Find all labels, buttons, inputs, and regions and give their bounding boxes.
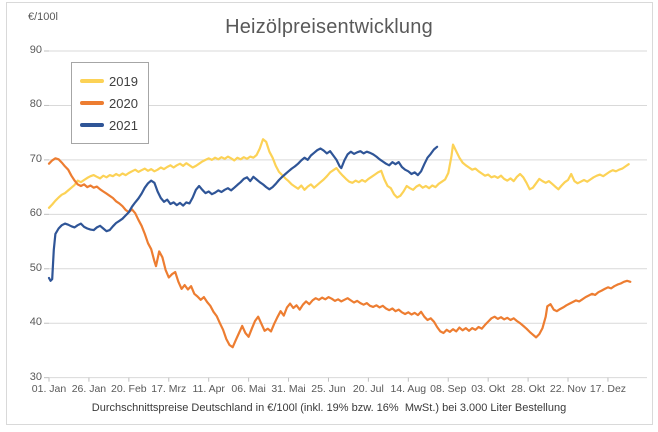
x-tick-label: 20. Feb bbox=[111, 383, 147, 395]
chart-legend: 2019 2020 2021 bbox=[71, 62, 149, 144]
y-axis-unit-label: €/100l bbox=[28, 11, 58, 23]
series-line-2021 bbox=[47, 145, 439, 282]
legend-label: 2019 bbox=[109, 73, 138, 89]
x-tick-label: 06. Mai bbox=[231, 383, 266, 395]
series-line-2019 bbox=[47, 138, 630, 209]
x-tick-label: 11. Apr bbox=[192, 383, 225, 395]
x-tick-label: 03. Okt bbox=[471, 383, 506, 395]
legend-swatch-icon bbox=[80, 101, 104, 105]
x-tick-label: 17. Dez bbox=[589, 383, 627, 395]
legend-swatch-icon bbox=[80, 123, 104, 127]
y-tick-label: 70 bbox=[29, 152, 42, 165]
chart-caption: Durchschnittspreise Deutschland in €/100… bbox=[91, 402, 567, 414]
x-tick-label: 20. Jul bbox=[352, 383, 384, 395]
x-tick-label: 31. Mai bbox=[271, 383, 306, 395]
legend-item-2021: 2021 bbox=[80, 114, 138, 136]
x-tick-label: 08. Sep bbox=[430, 383, 467, 395]
y-tick-label: 30 bbox=[29, 370, 42, 383]
y-tick-label: 60 bbox=[29, 207, 42, 220]
legend-label: 2021 bbox=[109, 117, 138, 133]
legend-label: 2020 bbox=[109, 95, 138, 111]
legend-item-2019: 2019 bbox=[80, 70, 138, 92]
legend-item-2020: 2020 bbox=[80, 92, 138, 114]
y-tick-label: 40 bbox=[29, 316, 42, 329]
x-tick-label: 25. Jun bbox=[311, 383, 346, 395]
x-tick-label: 01. Jan bbox=[31, 383, 67, 395]
x-tick-label: 28. Okt bbox=[511, 383, 546, 395]
y-tick-label: 80 bbox=[29, 98, 42, 111]
series-line-2020 bbox=[47, 157, 632, 349]
x-tick-label: 14. Aug bbox=[390, 383, 427, 395]
y-tick-label: 50 bbox=[29, 261, 42, 274]
y-tick-label: 90 bbox=[29, 44, 42, 56]
x-tick-label: 17. Mrz bbox=[151, 383, 187, 395]
x-tick-label: 26. Jan bbox=[71, 383, 107, 395]
page-title: Heizölpreisentwicklung bbox=[225, 16, 433, 38]
legend-swatch-icon bbox=[80, 79, 104, 83]
x-tick-label: 22. Nov bbox=[549, 383, 587, 395]
